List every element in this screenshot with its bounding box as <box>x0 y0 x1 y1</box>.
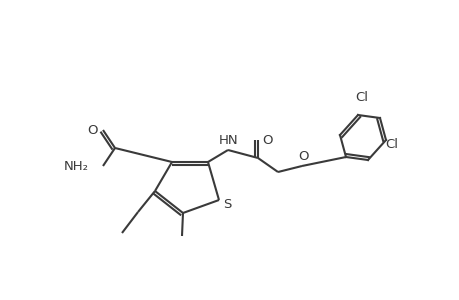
Text: O: O <box>88 124 98 136</box>
Text: NH₂: NH₂ <box>64 160 89 172</box>
Text: Cl: Cl <box>385 137 397 151</box>
Text: S: S <box>222 197 231 211</box>
Text: Cl: Cl <box>355 91 368 103</box>
Text: O: O <box>298 151 308 164</box>
Text: HN: HN <box>218 134 238 146</box>
Text: O: O <box>262 134 273 146</box>
